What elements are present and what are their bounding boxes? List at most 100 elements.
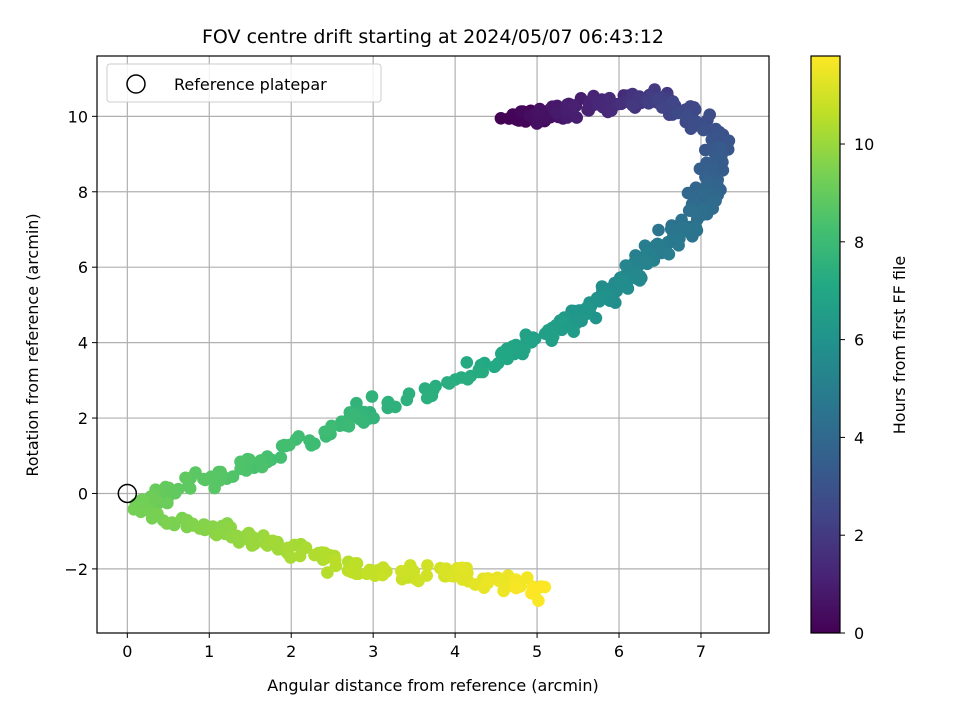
- data-point: [570, 111, 583, 124]
- data-point: [345, 565, 358, 579]
- data-point: [487, 360, 501, 374]
- data-point: [318, 425, 332, 439]
- x-tick-label: 4: [450, 642, 460, 661]
- data-point: [686, 188, 699, 202]
- data-point: [619, 259, 633, 272]
- data-point: [342, 418, 356, 432]
- reference-platepar-marker: [117, 483, 138, 504]
- data-point: [305, 439, 318, 452]
- x-tick-label: 2: [286, 642, 296, 661]
- data-point: [365, 390, 379, 403]
- data-point: [278, 438, 291, 452]
- data-point: [347, 409, 361, 422]
- data-point: [630, 272, 643, 285]
- data-point: [208, 481, 221, 495]
- data-point: [538, 580, 552, 594]
- data-point: [666, 95, 680, 108]
- data-point: [274, 451, 288, 464]
- y-tick-label: 4: [78, 334, 88, 353]
- data-point: [461, 373, 475, 386]
- data-point: [530, 117, 544, 130]
- data-point: [492, 574, 506, 588]
- data-point: [367, 411, 380, 425]
- colorbar: [811, 56, 840, 633]
- data-point: [266, 534, 279, 548]
- data-point: [161, 496, 174, 510]
- y-axis-label: Rotation from reference (arcmin): [23, 213, 42, 476]
- data-point: [382, 401, 395, 414]
- data-point: [472, 365, 486, 379]
- data-point: [134, 505, 148, 519]
- colorbar-ticks: 0 2 4 6 8 10: [840, 135, 874, 643]
- data-point: [541, 324, 555, 337]
- data-point: [328, 553, 342, 567]
- colorbar-tick-label: 10: [854, 135, 874, 154]
- data-point: [533, 103, 546, 117]
- data-point: [641, 95, 655, 108]
- data-point: [179, 471, 192, 485]
- data-point: [697, 123, 710, 137]
- data-point: [567, 325, 580, 339]
- data-point: [210, 528, 223, 542]
- data-point: [509, 581, 523, 595]
- data-point: [575, 314, 588, 328]
- data-point: [686, 204, 699, 218]
- legend-marker-icon: [126, 74, 146, 94]
- data-point: [527, 582, 540, 596]
- colorbar-tick-label: 8: [854, 233, 864, 252]
- data-point: [494, 112, 508, 125]
- data-point: [455, 561, 469, 575]
- legend-box: [106, 63, 382, 103]
- data-point: [183, 482, 197, 495]
- legend: Reference platepar: [106, 63, 382, 103]
- data-point: [520, 571, 534, 584]
- data-point: [293, 549, 307, 563]
- data-point: [460, 356, 474, 369]
- data-point: [616, 274, 630, 287]
- grid-lines: [97, 56, 769, 633]
- y-tick-label: −2: [64, 560, 88, 579]
- data-point: [321, 566, 334, 579]
- data-point: [255, 460, 269, 474]
- data-point: [137, 494, 150, 508]
- data-point: [248, 537, 261, 551]
- data-point: [281, 541, 295, 555]
- data-point: [234, 455, 247, 469]
- data-point: [420, 569, 434, 582]
- colorbar-tick-label: 2: [854, 526, 864, 545]
- data-point: [407, 565, 421, 578]
- data-point: [518, 343, 531, 356]
- data-point: [420, 391, 434, 405]
- y-axis-ticks: −2 0 2 4 6 8 10: [64, 107, 97, 579]
- data-point: [308, 548, 321, 562]
- data-points: [127, 83, 736, 607]
- data-point: [443, 377, 456, 390]
- x-tick-label: 5: [532, 642, 542, 661]
- x-tick-label: 3: [368, 642, 378, 661]
- data-point: [652, 223, 665, 237]
- colorbar-tick-label: 0: [854, 624, 864, 643]
- y-tick-label: 0: [78, 484, 88, 503]
- data-point: [481, 575, 495, 588]
- data-point: [662, 247, 676, 261]
- x-tick-label: 0: [122, 642, 132, 661]
- colorbar-label: Hours from first FF file: [890, 256, 909, 435]
- y-tick-label: 2: [78, 409, 88, 428]
- x-tick-label: 6: [614, 642, 624, 661]
- data-point: [567, 99, 581, 113]
- data-point: [147, 493, 160, 506]
- y-tick-label: 6: [78, 258, 88, 277]
- data-point: [495, 346, 509, 359]
- x-tick-label: 7: [696, 642, 706, 661]
- colorbar-tick-label: 4: [854, 428, 864, 447]
- colorbar-frame: [810, 55, 841, 634]
- data-point: [714, 142, 728, 155]
- data-point: [395, 564, 408, 578]
- data-point: [697, 186, 711, 199]
- data-point: [703, 108, 716, 121]
- x-axis-label: Angular distance from reference (arcmin): [267, 676, 598, 695]
- data-point: [151, 507, 164, 521]
- chart-title: FOV centre drift starting at 2024/05/07 …: [202, 26, 664, 48]
- colorbar-tick-label: 6: [854, 331, 864, 350]
